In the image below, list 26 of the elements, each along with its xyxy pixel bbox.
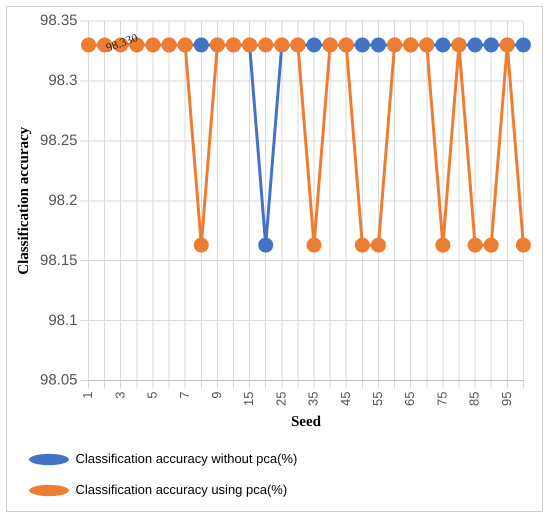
legend-label: Classification accuracy without pca(%) [76, 451, 298, 466]
x-tick-label: 75 [434, 392, 450, 406]
x-tick-label: 3 [112, 392, 128, 399]
y-tick-label: 98.3 [48, 72, 78, 90]
x-tick-label: 35 [306, 392, 321, 406]
x-tick-label: 7 [176, 392, 192, 399]
x-tick-label: 5 [144, 392, 160, 399]
x-tick-label: 25 [273, 392, 288, 406]
x-tick-label: 1 [80, 392, 96, 399]
x-tick-label: 45 [338, 392, 353, 406]
y-tick-label: 98.35 [40, 12, 78, 30]
x-tick-label: 55 [370, 392, 386, 406]
x-tick-label: 85 [466, 392, 482, 406]
y-tick-label: 98.25 [40, 132, 78, 149]
y-tick-label: 98.05 [40, 372, 78, 389]
x-tick-label: 65 [402, 392, 418, 406]
x-tick-label: 95 [498, 392, 514, 406]
data-label: 98.330 [104, 30, 140, 55]
x-axis-title: Seed [290, 414, 322, 430]
y-tick-label: 98.15 [40, 252, 78, 269]
x-tick-label: 9 [208, 392, 224, 399]
y-tick-label: 98.2 [48, 192, 78, 209]
y-tick-label: 98.1 [48, 312, 78, 329]
legend-label: Classification accuracy using pca(%) [76, 482, 288, 498]
y-axis-title: Classification accuracy [16, 126, 32, 275]
x-tick-label: 15 [241, 392, 256, 406]
